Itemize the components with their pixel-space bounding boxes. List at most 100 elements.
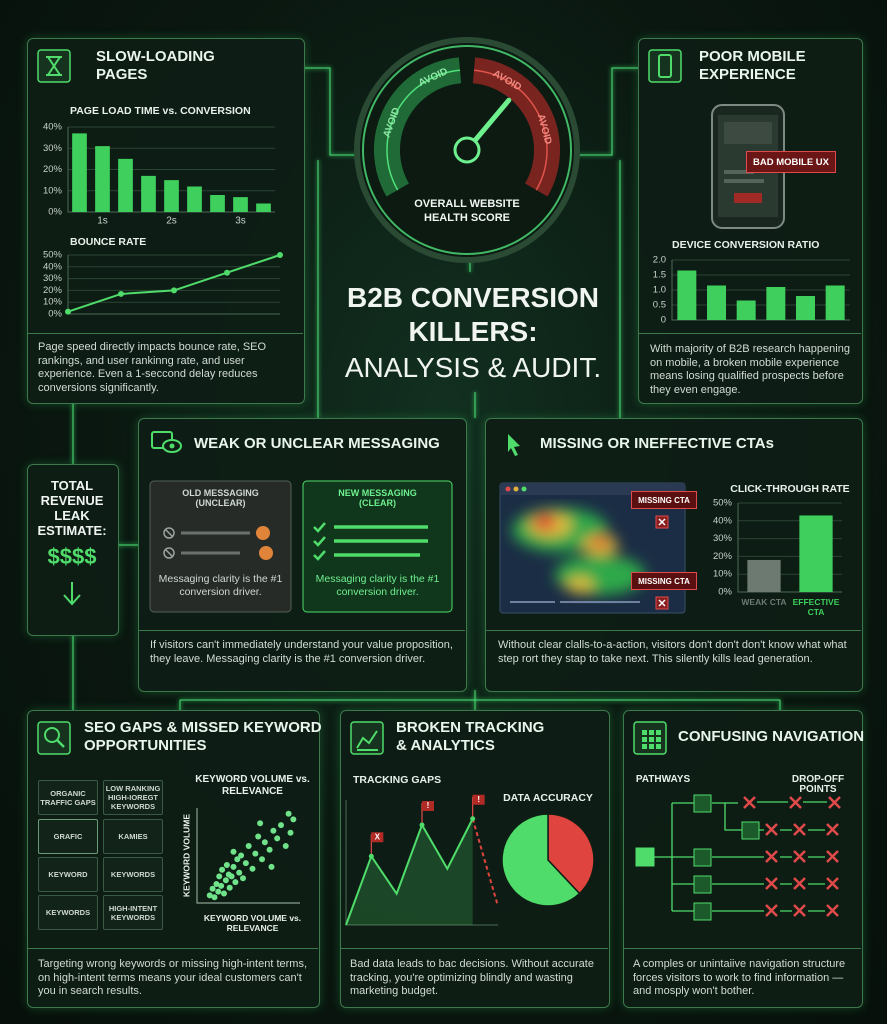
y-tick-label: 40% — [713, 515, 733, 526]
y-tick-label: 0% — [718, 587, 732, 598]
seo-tag: ORGANIC TRAFFIC GAPS — [38, 780, 98, 815]
point — [274, 835, 281, 842]
point — [211, 894, 218, 901]
cta-callout: MISSING CTA — [631, 491, 697, 509]
bar — [256, 203, 271, 212]
point — [219, 866, 226, 873]
heading-line: NEW MESSAGING — [338, 488, 417, 498]
seo-tag: KAMIES — [103, 819, 163, 854]
y-tick-label: 0 — [661, 315, 666, 326]
point — [240, 875, 246, 882]
x-tick-label: 2s — [166, 216, 177, 227]
point — [228, 873, 235, 880]
title-line: SLOW-LOADING — [96, 48, 215, 65]
point — [171, 287, 177, 294]
heading-line: OLD MESSAGING — [182, 488, 259, 498]
y-tick-label: 30% — [43, 273, 63, 284]
old-note: Messaging clarity is the #1 conversion d… — [158, 573, 283, 598]
revenue-label: TOTAL REVENUE LEAK ESTIMATE: — [27, 478, 117, 538]
point — [245, 843, 252, 849]
bar — [233, 197, 248, 212]
seo-tag: KEYWORD — [38, 857, 98, 892]
title-line: B2B CONVERSION — [346, 282, 600, 313]
nav-label: PATHWAYS — [635, 774, 691, 785]
flag — [422, 801, 434, 811]
x-tick-label: 3s — [235, 216, 246, 227]
y-tick-label: 40% — [43, 261, 63, 272]
point — [222, 877, 229, 884]
point — [226, 884, 233, 891]
separator — [28, 333, 303, 334]
annotation: ! — [477, 795, 480, 804]
title-line: & ANALYTICS — [396, 737, 495, 754]
point — [259, 856, 265, 863]
label-line: REVENUE — [40, 493, 104, 508]
flag — [371, 832, 384, 843]
line — [67, 254, 281, 313]
y-tick-label: 1.0 — [653, 285, 666, 296]
panel-navigation — [623, 710, 863, 1008]
panel-body: Page speed directly impacts bounce rate,… — [38, 341, 267, 394]
panel-body: With majority of B2B research happening … — [650, 343, 850, 396]
bar — [766, 287, 786, 320]
pie-slice — [547, 813, 595, 895]
pie-slice — [501, 813, 581, 907]
y-tick-label: 0.5 — [653, 300, 666, 311]
point — [209, 885, 216, 892]
point — [118, 290, 124, 297]
panel-title: BROKEN TRACKING & ANALYTICS — [396, 719, 544, 755]
gauge-caption: OVERALL WEBSITE — [414, 198, 520, 210]
separator — [624, 948, 861, 949]
panel-title: CONFUSING NAVIGATION — [678, 728, 865, 745]
point — [206, 892, 213, 899]
x-axis-label: KEYWORD VOLUME vs. RELEVANCE — [203, 913, 302, 933]
title-line: ANALYSIS & AUDIT. — [344, 352, 602, 383]
panel-title: MISSING OR INEFFECTIVE CTAs — [540, 435, 774, 452]
peak — [470, 816, 476, 822]
bar — [95, 146, 110, 212]
point — [261, 839, 268, 846]
title-line: POOR MOBILE — [699, 48, 806, 65]
label-line: TOTAL — [50, 478, 94, 493]
point — [236, 869, 243, 876]
panel-slow — [27, 38, 305, 404]
chart-title: CLICK-THROUGH RATE — [730, 483, 849, 495]
seo-tag: KEYWORDS — [103, 857, 163, 892]
point — [232, 879, 239, 886]
point — [230, 863, 237, 870]
bar — [164, 180, 179, 212]
new-heading: NEW MESSAGING (CLEAR) — [303, 488, 452, 508]
separator — [486, 630, 861, 631]
y-tick-label: 10% — [713, 569, 733, 580]
y-tick-label: 30% — [43, 143, 63, 154]
cta-callout: MISSING CTA — [631, 572, 697, 590]
point — [216, 873, 223, 880]
y-tick-label: 10% — [43, 185, 63, 196]
title-line: BROKEN TRACKING — [396, 719, 545, 736]
bar — [141, 175, 156, 212]
seo-tag: HIGH-INTENT KEYWORDS — [103, 895, 163, 930]
x-tick-label: WEAK CTA — [741, 597, 787, 607]
axis-line — [196, 808, 300, 904]
point — [290, 816, 297, 823]
chart-title: BOUNCE RATE — [70, 236, 146, 248]
chart-title: PAGE LOAD TIME vs. CONVERSION — [70, 105, 251, 117]
point — [249, 865, 256, 872]
chart-title: KEYWORD VOLUME vs. RELEVANCE — [195, 774, 310, 797]
separator — [341, 948, 608, 949]
y-tick-label: 20% — [43, 164, 63, 175]
point — [257, 820, 264, 827]
main-title: B2B CONVERSION KILLERS: ANALYSIS & AUDIT… — [290, 281, 656, 385]
panel-title: SEO GAPS & MISSED KEYWORD OPPORTUNITIES — [84, 719, 322, 755]
point — [255, 833, 262, 840]
chart-title: DEVICE CONVERSION RATIO — [672, 239, 819, 251]
new-note: Messaging clarity is the #1 conversion d… — [315, 573, 440, 598]
axis-line — [67, 127, 275, 213]
panel-title: POOR MOBILE EXPERIENCE — [699, 48, 806, 84]
heading-line: (UNCLEAR) — [195, 498, 246, 508]
y-tick-label: 20% — [43, 285, 63, 296]
line — [345, 818, 474, 926]
axis-line — [67, 255, 280, 315]
